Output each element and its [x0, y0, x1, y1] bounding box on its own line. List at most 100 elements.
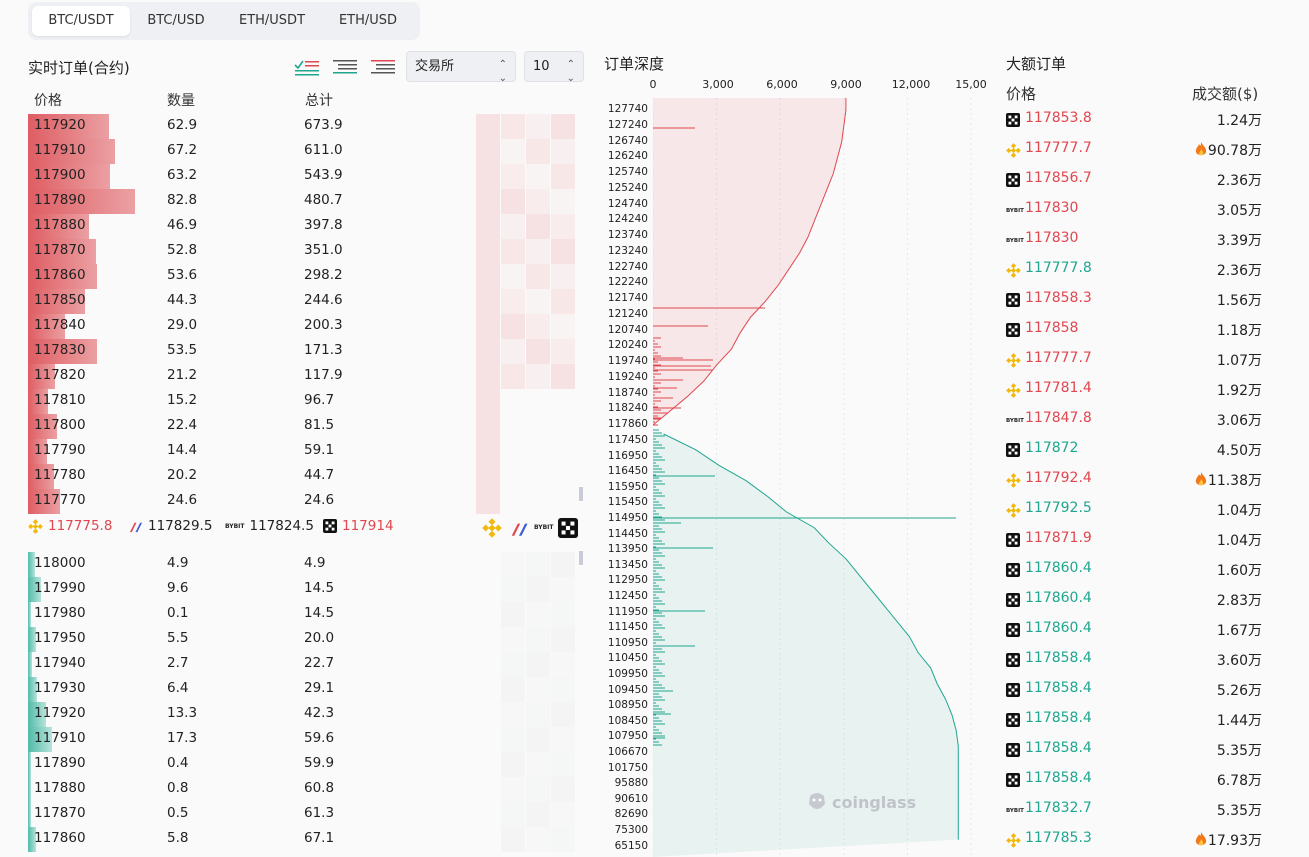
depth-ask-tick: 120740	[607, 323, 648, 336]
large-order-row[interactable]: 117858.4 3.60万	[1006, 645, 1262, 675]
large-order-row[interactable]: 117872 4.50万	[1006, 435, 1262, 465]
large-order-amount: 3.05万	[1217, 200, 1262, 220]
heatmap-cell	[551, 139, 575, 164]
bid-row[interactable]: 117950 5.5 20.0	[28, 627, 588, 652]
large-order-row[interactable]: 117781.4 1.92万	[1006, 375, 1262, 405]
large-order-price: 117858	[1025, 320, 1079, 336]
large-order-row[interactable]: 117858 1.18万	[1006, 315, 1262, 345]
depth-ask-tick: 122240	[607, 276, 648, 289]
tab-btc-usdt[interactable]: BTC/USDT	[32, 6, 130, 36]
asks-scrollbar[interactable]	[579, 487, 583, 501]
bybit-icon[interactable]: BYBIT	[534, 524, 554, 531]
large-order-row[interactable]: 117860.4 1.67万	[1006, 615, 1262, 645]
large-order-row[interactable]: 117860.4 2.83万	[1006, 585, 1262, 615]
large-order-price: 117785.3	[1025, 830, 1092, 846]
large-order-row[interactable]: BYBIT 117830 3.05万	[1006, 195, 1262, 225]
ask-total: 543.9	[304, 167, 343, 183]
ask-row[interactable]: 117860 53.6 298.2	[28, 264, 588, 289]
depth-title: 订单深度	[604, 55, 665, 73]
depth-ask-tick: 117860	[607, 418, 648, 430]
tab-btc-usd[interactable]: BTC/USD	[147, 13, 205, 28]
show-both-sides-icon[interactable]	[294, 57, 320, 77]
bid-row[interactable]: 117890 0.4 59.9	[28, 752, 588, 777]
large-order-row[interactable]: BYBIT 117847.8 3.06万	[1006, 405, 1262, 435]
ask-row[interactable]: 117770 24.6 24.6	[28, 489, 588, 514]
okx-icon[interactable]	[558, 518, 578, 538]
large-order-row[interactable]: 117858.4 5.35万	[1006, 735, 1262, 765]
large-order-amount: 3.60万	[1217, 650, 1262, 670]
bid-row[interactable]: 117880 0.8 60.8	[28, 777, 588, 802]
binance-price: 117775.8	[48, 518, 113, 534]
ask-price: 117860	[34, 267, 86, 283]
large-order-row[interactable]: BYBIT 117832.7 5.35万	[1006, 795, 1262, 825]
ask-qty: 22.4	[167, 417, 198, 433]
heatmap-cell	[501, 652, 525, 677]
tab-eth-usdt[interactable]: ETH/USDT	[238, 13, 306, 28]
bid-row[interactable]: 117990 9.6 14.5	[28, 577, 588, 602]
ask-row[interactable]: 117810 15.2 96.7	[28, 389, 588, 414]
large-order-row[interactable]: 117856.7 2.36万	[1006, 165, 1262, 195]
exchange-select[interactable]: 交易所 ⌃ ⌄	[406, 51, 516, 84]
ask-row[interactable]: 117920 62.9 673.9	[28, 114, 588, 139]
ask-price: 117820	[34, 367, 86, 383]
show-asks-icon[interactable]	[370, 57, 396, 77]
ask-row[interactable]: 117830 53.5 171.3	[28, 339, 588, 364]
heatmap-cell	[501, 389, 525, 414]
large-order-row[interactable]: 117871.9 1.04万	[1006, 525, 1262, 555]
large-order-row[interactable]: 117858.4 6.78万	[1006, 765, 1262, 795]
large-order-row[interactable]: BYBIT 117830 3.39万	[1006, 225, 1262, 255]
ask-price: 117830	[34, 342, 86, 358]
ask-price: 117910	[34, 142, 86, 158]
binance-icon[interactable]	[482, 518, 502, 538]
large-order-row[interactable]: 117777.7 90.78万	[1006, 135, 1262, 165]
large-order-row[interactable]: 117860.4 1.60万	[1006, 555, 1262, 585]
bid-row[interactable]: 117930 6.4 29.1	[28, 677, 588, 702]
ask-row[interactable]: 117890 82.8 480.7	[28, 189, 588, 214]
bid-row[interactable]: 117870 0.5 61.3	[28, 802, 588, 827]
depth-bid-tick: 116450	[607, 465, 648, 478]
orderbook-title: 实时订单(合约)	[28, 59, 130, 77]
bitmex-icon[interactable]	[509, 520, 529, 537]
large-order-row[interactable]: 117792.4 11.38万	[1006, 465, 1262, 495]
depth-ask-tick: 118240	[607, 402, 648, 415]
depth-ask-tick: 120240	[607, 339, 648, 352]
bid-row[interactable]: 117910 17.3 59.6	[28, 727, 588, 752]
bid-row[interactable]: 117980 0.1 14.5	[28, 602, 588, 627]
ask-row[interactable]: 117790 14.4 59.1	[28, 439, 588, 464]
depth-x-tick: 9,000	[830, 78, 862, 91]
large-order-row[interactable]: 117858.4 5.26万	[1006, 675, 1262, 705]
ask-row[interactable]: 117910 67.2 611.0	[28, 139, 588, 164]
ask-row[interactable]: 117840 29.0 200.3	[28, 314, 588, 339]
large-order-amount-text: 2.36万	[1216, 263, 1262, 279]
heatmap-cell	[551, 214, 575, 239]
qty-bar	[28, 289, 86, 314]
depth-bid-tick: 107950	[607, 730, 648, 743]
large-order-row[interactable]: 117853.8 1.24万	[1006, 105, 1262, 135]
bid-row[interactable]: 117920 13.3 42.3	[28, 702, 588, 727]
bids-scrollbar[interactable]	[579, 551, 583, 565]
depth-ask-tick: 123240	[607, 244, 648, 257]
large-order-row[interactable]: 117777.7 1.07万	[1006, 345, 1262, 375]
bid-row[interactable]: 118000 4.9 4.9	[28, 552, 588, 577]
depth-count-select[interactable]: 10 ⌃ ⌄	[524, 51, 584, 84]
depth-chart[interactable]	[653, 98, 988, 857]
ask-row[interactable]: 117870 52.8 351.0	[28, 239, 588, 264]
show-bids-icon[interactable]	[332, 57, 358, 77]
ask-row[interactable]: 117850 44.3 244.6	[28, 289, 588, 314]
large-order-row[interactable]: 117785.3 17.93万	[1006, 825, 1262, 855]
large-order-row[interactable]: 117858.3 1.56万	[1006, 285, 1262, 315]
large-order-row[interactable]: 117777.8 2.36万	[1006, 255, 1262, 285]
ask-row[interactable]: 117880 46.9 397.8	[28, 214, 588, 239]
bid-qty: 6.4	[167, 680, 189, 696]
ask-row[interactable]: 117820 21.2 117.9	[28, 364, 588, 389]
ask-row[interactable]: 117800 22.4 81.5	[28, 414, 588, 439]
tab-eth-usd[interactable]: ETH/USD	[338, 13, 398, 28]
bid-row[interactable]: 117860 5.8 67.1	[28, 827, 588, 852]
large-order-row[interactable]: 117792.5 1.04万	[1006, 495, 1262, 525]
bid-row[interactable]: 117940 2.7 22.7	[28, 652, 588, 677]
ask-row[interactable]: 117900 63.2 543.9	[28, 164, 588, 189]
ask-row[interactable]: 117780 20.2 44.7	[28, 464, 588, 489]
bid-price: 117860	[34, 830, 86, 846]
bid-price: 117930	[34, 680, 86, 696]
large-order-row[interactable]: 117858.4 1.44万	[1006, 705, 1262, 735]
